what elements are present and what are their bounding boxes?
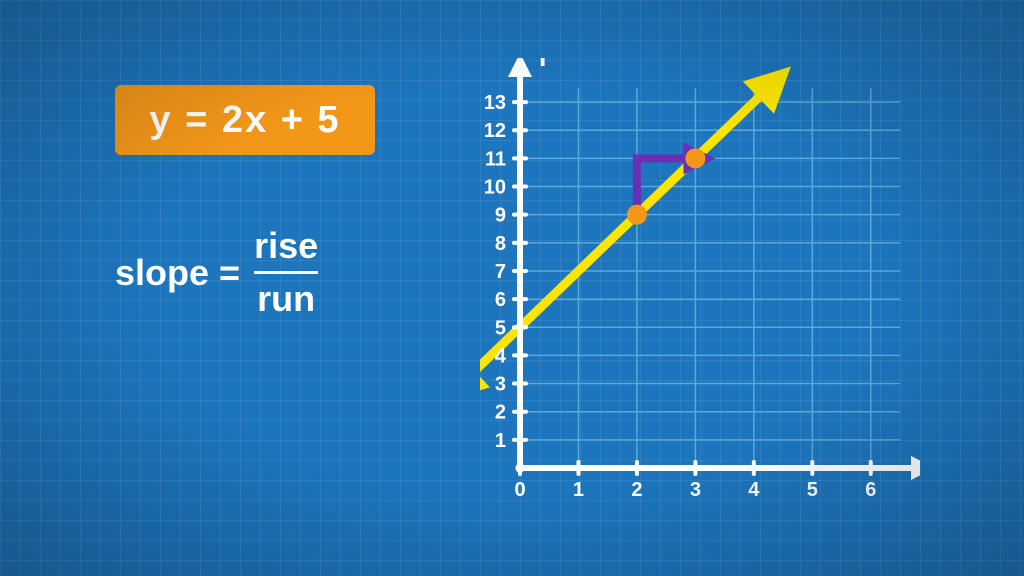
y-tick-label: 3 — [495, 374, 506, 396]
x-tick-label: 3 — [690, 479, 701, 498]
fraction-bar — [254, 271, 318, 274]
x-tick-label: 5 — [807, 479, 818, 498]
y-tick-label: 13 — [484, 92, 506, 114]
slope-label: slope = — [115, 252, 240, 294]
y-tick-label: 7 — [495, 261, 506, 283]
y-tick-label: 2 — [495, 402, 506, 424]
x-tick-label: 4 — [748, 479, 760, 498]
x-tick-label: 0 — [514, 479, 525, 498]
y-tick-label: 9 — [495, 205, 506, 227]
equation-box: y = 2x + 5 — [115, 85, 375, 155]
y-tick-label: 5 — [495, 317, 506, 339]
plot-point — [685, 148, 705, 168]
y-tick-label: 8 — [495, 233, 506, 255]
slope-numerator: rise — [254, 225, 318, 267]
y-axis-label: Y — [534, 58, 551, 72]
y-tick-label: 1 — [495, 430, 506, 452]
equation-text: y = 2x + 5 — [149, 99, 340, 142]
chart-svg: 012345612345678910111213XY — [480, 58, 920, 498]
y-tick-label: 6 — [495, 289, 506, 311]
slope-denominator: run — [257, 278, 315, 320]
slope-formula: slope = rise run — [115, 225, 318, 320]
x-tick-label: 1 — [573, 479, 584, 498]
y-tick-label: 10 — [484, 177, 506, 199]
y-tick-label: 12 — [484, 120, 506, 142]
y-tick-label: 4 — [495, 345, 507, 367]
y-tick-label: 11 — [485, 148, 506, 170]
slope-fraction: rise run — [254, 225, 318, 320]
x-tick-label: 2 — [631, 479, 642, 498]
plot-point — [627, 205, 647, 225]
coordinate-chart: 012345612345678910111213XY — [480, 58, 920, 498]
x-tick-label: 6 — [865, 479, 876, 498]
